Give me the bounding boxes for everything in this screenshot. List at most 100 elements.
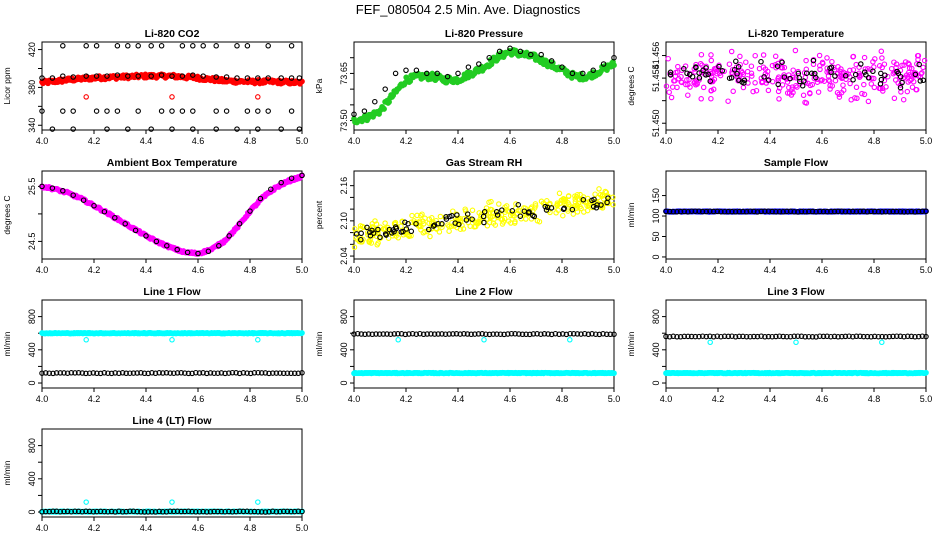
data-point bbox=[149, 370, 155, 376]
data-point bbox=[585, 331, 592, 338]
y-tick-label: 800 bbox=[27, 438, 37, 453]
data-point bbox=[79, 370, 86, 376]
data-point bbox=[351, 111, 357, 118]
data-point bbox=[839, 70, 845, 76]
data-point bbox=[882, 334, 889, 340]
data-point bbox=[758, 333, 764, 339]
data-point bbox=[736, 208, 742, 215]
data-point bbox=[135, 108, 141, 114]
data-point bbox=[700, 84, 707, 91]
data-point bbox=[148, 43, 154, 49]
plot-frame bbox=[665, 41, 927, 131]
data-point bbox=[475, 331, 482, 337]
y-tick-label: 50 bbox=[651, 231, 661, 241]
data-point bbox=[511, 213, 517, 219]
data-point bbox=[820, 208, 827, 215]
data-point bbox=[775, 88, 782, 95]
data-point bbox=[728, 48, 735, 55]
chart-title: Gas Stream RH bbox=[446, 157, 522, 169]
data-point bbox=[189, 508, 195, 515]
y-tick-label: 400 bbox=[27, 471, 37, 486]
data-point bbox=[49, 75, 56, 81]
data-point bbox=[226, 508, 232, 515]
data-point bbox=[685, 92, 691, 98]
data-point bbox=[865, 66, 871, 72]
x-tick-label: 4.6 bbox=[192, 523, 205, 533]
y-axis-label: kPa bbox=[314, 78, 324, 93]
x-tick-label: 4.2 bbox=[400, 394, 413, 404]
y-tick-label: 100 bbox=[651, 209, 661, 224]
data-point bbox=[577, 203, 583, 210]
data-point bbox=[376, 331, 383, 337]
data-point bbox=[603, 331, 610, 338]
data-point bbox=[135, 43, 141, 49]
data-point bbox=[743, 59, 749, 65]
data-point bbox=[707, 339, 713, 346]
data-point bbox=[255, 75, 261, 81]
data-point bbox=[384, 331, 390, 337]
data-point bbox=[501, 215, 508, 222]
data-point bbox=[369, 225, 376, 231]
data-point bbox=[779, 82, 786, 88]
data-point bbox=[683, 81, 689, 88]
data-point bbox=[603, 189, 610, 196]
data-point bbox=[418, 212, 424, 219]
data-point bbox=[594, 202, 600, 208]
data-point bbox=[61, 508, 67, 515]
data-point bbox=[112, 370, 118, 376]
data-point bbox=[213, 108, 219, 114]
data-point bbox=[877, 81, 884, 87]
data-point bbox=[444, 73, 451, 80]
data-point bbox=[710, 208, 717, 215]
y-tick-label: 51.454 bbox=[651, 64, 661, 92]
data-point bbox=[178, 508, 184, 515]
data-point bbox=[798, 208, 805, 215]
data-point bbox=[836, 94, 843, 100]
data-point bbox=[39, 370, 45, 376]
data-point bbox=[422, 229, 428, 235]
data-point bbox=[156, 370, 162, 376]
data-point bbox=[114, 108, 121, 114]
data-point bbox=[364, 224, 370, 231]
data-point bbox=[769, 208, 775, 215]
data-point bbox=[291, 508, 298, 515]
data-point bbox=[916, 61, 922, 68]
data-point bbox=[119, 509, 126, 515]
plot-frame bbox=[41, 428, 303, 518]
data-point bbox=[86, 370, 93, 376]
data-point bbox=[886, 208, 893, 215]
data-point bbox=[240, 370, 247, 376]
data-point bbox=[247, 508, 254, 515]
y-tick-label: 73.50 bbox=[339, 109, 349, 132]
data-point bbox=[718, 333, 724, 340]
data-point bbox=[879, 339, 885, 346]
data-point bbox=[125, 43, 131, 49]
data-point bbox=[218, 370, 225, 376]
data-point bbox=[211, 508, 217, 515]
data-point bbox=[541, 331, 548, 337]
data-point bbox=[213, 43, 219, 49]
data-point bbox=[426, 226, 432, 233]
data-point bbox=[748, 63, 755, 69]
data-point bbox=[780, 209, 786, 215]
data-point bbox=[244, 108, 251, 114]
data-point bbox=[222, 370, 228, 377]
data-point bbox=[390, 227, 396, 233]
data-point bbox=[174, 370, 181, 376]
data-point bbox=[817, 208, 823, 215]
data-point bbox=[226, 370, 232, 376]
data-point bbox=[824, 208, 830, 215]
data-point bbox=[255, 126, 261, 132]
data-point bbox=[853, 333, 860, 340]
data-point bbox=[75, 508, 82, 515]
data-point bbox=[876, 63, 883, 69]
data-point bbox=[130, 508, 137, 515]
data-point bbox=[696, 75, 703, 81]
data-point bbox=[781, 64, 788, 71]
data-point bbox=[424, 70, 430, 77]
data-point bbox=[454, 212, 460, 218]
data-point bbox=[462, 206, 468, 212]
data-point bbox=[112, 215, 118, 221]
data-point bbox=[486, 219, 493, 226]
data-point bbox=[716, 63, 722, 70]
